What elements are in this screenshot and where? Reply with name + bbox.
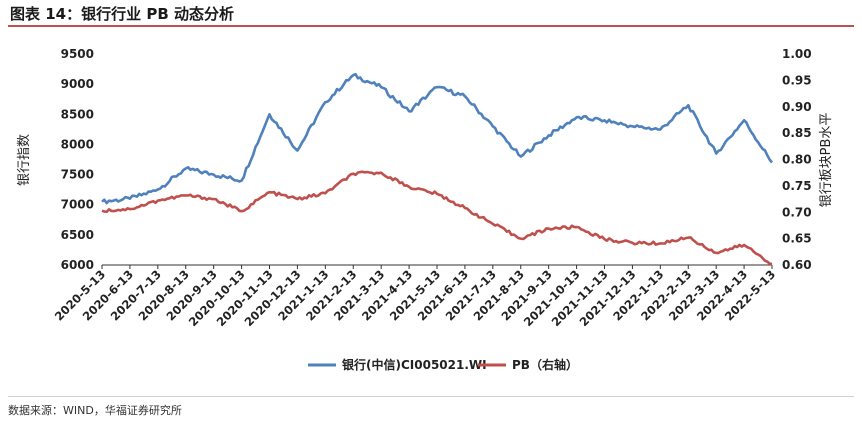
left-y-axis: 6000 6500 7000 7500 8000 8500 9000 9500 [61,47,94,272]
y2-tick-label: 0.60 [782,258,812,272]
series-layer [101,72,774,266]
y-tick-label: 7000 [61,198,94,212]
source-rule [8,396,854,397]
y-tick-label: 7500 [61,168,94,182]
y-axis-label: 银行指数 [17,134,32,186]
legend: 银行(中信)CI005021.WI PB（右轴） [308,357,578,372]
title-rule [8,25,854,27]
y-tick-label: 6000 [61,258,94,272]
series-line-0 [101,72,774,205]
figure-title: 图表 14：银行行业 PB 动态分析 [10,5,234,23]
right-y-axis: 0.60 0.65 0.70 0.75 0.80 0.85 0.90 0.95 1.00 [782,47,812,272]
y2-tick-label: 0.90 [782,100,812,114]
y2-tick-label: 1.00 [782,47,812,61]
legend-label: PB（右轴） [512,357,578,372]
y2-axis-label: 银行板块PB水平 [819,113,834,208]
y-tick-label: 8500 [61,107,94,121]
series-line-1 [101,170,773,266]
y-tick-label: 9000 [61,77,94,91]
source-note: 数据来源：WIND，华福证券研究所 [8,404,182,417]
y2-tick-label: 0.80 [782,153,812,167]
y-tick-label: 8000 [61,137,94,151]
y2-tick-label: 0.75 [782,179,812,193]
legend-label: 银行(中信)CI005021.WI [342,357,487,372]
y2-tick-label: 0.95 [782,73,812,87]
y2-tick-label: 0.85 [782,126,812,140]
x-axis: 2020-5-132020-6-132020-7-132020-8-132020… [52,264,778,329]
y-tick-label: 9500 [61,47,94,61]
y-tick-label: 6500 [61,228,94,242]
y2-tick-label: 0.65 [782,232,812,246]
y2-tick-label: 0.70 [782,205,812,219]
